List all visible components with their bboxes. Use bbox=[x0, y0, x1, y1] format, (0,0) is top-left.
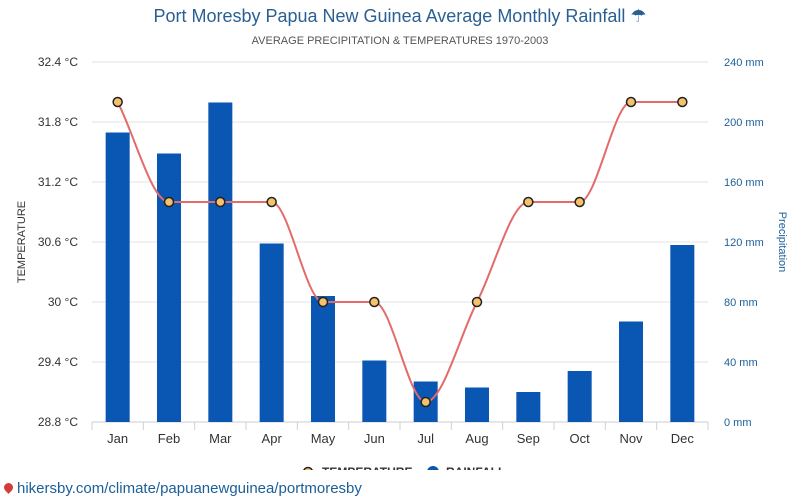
y-left-tick-label: 31.2 °C bbox=[38, 175, 78, 189]
temperature-point bbox=[574, 196, 585, 208]
location-pin-icon bbox=[2, 481, 15, 494]
y-right-tick-label: 160 mm bbox=[724, 177, 764, 189]
x-category-label: Nov bbox=[619, 431, 643, 446]
y-right-tick-label: 240 mm bbox=[724, 57, 764, 69]
x-category-label: Dec bbox=[671, 431, 695, 446]
legend-temperature-marker bbox=[303, 466, 313, 470]
chart-subtitle: AVERAGE PRECIPITATION & TEMPERATURES 197… bbox=[251, 35, 549, 47]
source-link-text: hikersby.com/climate/papuanewguinea/port… bbox=[17, 480, 362, 497]
legend-rainfall-marker bbox=[427, 466, 439, 470]
x-category-label: Apr bbox=[262, 431, 283, 446]
rainfall-bar bbox=[157, 153, 181, 422]
temperature-point bbox=[677, 96, 688, 108]
y-right-tick-label: 200 mm bbox=[724, 117, 764, 129]
rainfall-temperature-chart: 28.8 °C 0 mm 29.4 °C 40 mm 30 °C 80 mm 30.6 °C… bbox=[16, 55, 788, 470]
y-left-tick-label: 31.8 °C bbox=[38, 115, 78, 129]
legend-temperature-label: TEMPERATURE bbox=[322, 465, 412, 470]
temperature-point bbox=[369, 296, 380, 308]
y-left-tick-label: 30.6 °C bbox=[38, 235, 78, 249]
rainfall-bar bbox=[516, 392, 541, 422]
temperature-point bbox=[420, 396, 431, 408]
x-category-label: Aug bbox=[465, 431, 488, 446]
temperature-point bbox=[317, 296, 329, 308]
rainfall-bar bbox=[465, 387, 489, 422]
y-right-tick-label: 40 mm bbox=[724, 357, 758, 369]
legend-rainfall-label: RAINFALL bbox=[446, 465, 505, 470]
y-right-tick-label: 0 mm bbox=[724, 417, 752, 429]
y-left-tick-label: 32.4 °C bbox=[38, 55, 78, 69]
umbrella-icon: ☂ bbox=[630, 6, 647, 26]
temperature-point bbox=[215, 196, 226, 208]
y-left-tick-label: 28.8 °C bbox=[38, 415, 78, 429]
x-category-label: Jan bbox=[107, 431, 128, 446]
y-left-axis-title: TEMPERATURE bbox=[16, 201, 28, 283]
temperature-point bbox=[163, 196, 175, 208]
x-category-label: Mar bbox=[209, 431, 232, 446]
rainfall-bar bbox=[259, 243, 284, 422]
y-right-axis-title: Precipitation bbox=[776, 212, 788, 273]
chart-title: Port Moresby Papua New Guinea Average Mo… bbox=[0, 6, 800, 27]
y-left-tick-label: 29.4 °C bbox=[38, 355, 78, 369]
x-category-label: Jul bbox=[417, 431, 434, 446]
source-link[interactable]: hikersby.com/climate/papuanewguinea/port… bbox=[2, 480, 362, 497]
rainfall-bar bbox=[105, 132, 130, 422]
x-category-label: May bbox=[311, 431, 336, 446]
temperature-line bbox=[116, 101, 683, 404]
temperature-point bbox=[625, 96, 637, 108]
y-right-tick-label: 120 mm bbox=[724, 237, 764, 249]
rainfall-bar bbox=[619, 321, 643, 422]
x-category-label: Sep bbox=[517, 431, 540, 446]
x-category-label: Oct bbox=[570, 431, 591, 446]
rainfall-bar bbox=[362, 360, 387, 422]
temperature-point bbox=[112, 96, 123, 108]
temperature-point bbox=[266, 196, 277, 208]
rainfall-bar bbox=[567, 371, 592, 422]
rainfall-bar bbox=[208, 102, 233, 422]
y-right-tick-label: 80 mm bbox=[724, 297, 758, 309]
x-category-label: Feb bbox=[158, 431, 180, 446]
temperature-point bbox=[471, 296, 483, 308]
chart-title-text: Port Moresby Papua New Guinea Average Mo… bbox=[153, 6, 626, 26]
x-category-label: Jun bbox=[364, 431, 385, 446]
y-left-tick-label: 30 °C bbox=[48, 295, 78, 309]
temperature-point bbox=[523, 196, 534, 208]
rainfall-bar bbox=[670, 245, 695, 422]
rainfall-bar bbox=[311, 296, 335, 422]
